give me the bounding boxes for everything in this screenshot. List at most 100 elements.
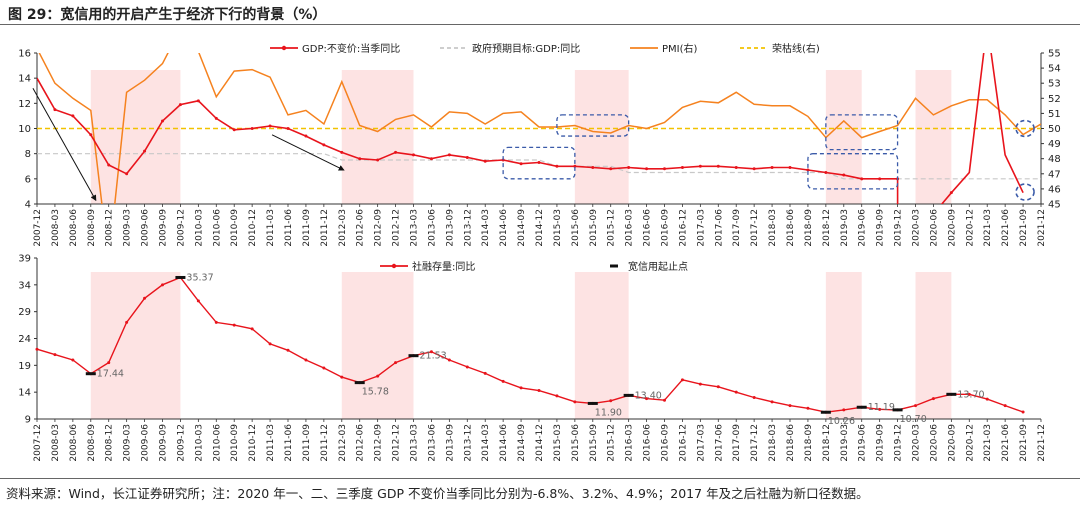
gdp-point xyxy=(663,167,666,171)
gdp-point xyxy=(555,164,559,168)
series-gdp xyxy=(940,53,1024,204)
chart1-x-tick-label: 2012-06 xyxy=(356,209,366,247)
chart2-left-tick-label: 39 xyxy=(18,254,31,265)
sf-point xyxy=(931,397,935,401)
chart1-x-tick-label: 2016-12 xyxy=(678,209,688,247)
chart1-shaded-period xyxy=(341,70,414,204)
chart2-x-tick-label: 2021-12 xyxy=(1037,424,1047,462)
chart1-x-tick-label: 2016-09 xyxy=(661,209,671,247)
sf-point xyxy=(107,361,111,365)
chart2-shaded-period xyxy=(825,272,862,419)
circle-2021-gdp xyxy=(1015,183,1035,201)
sf-point xyxy=(716,385,720,389)
chart2-x-tick-label: 2017-09 xyxy=(732,424,742,462)
gdp-point xyxy=(447,153,451,157)
chart2-x-tick-label: 2011-09 xyxy=(302,424,312,462)
chart2-left-tick-label: 19 xyxy=(18,361,31,372)
sf-point xyxy=(304,358,308,362)
chart1-left-tick-label: 8 xyxy=(25,149,31,160)
gdp-point xyxy=(465,155,469,159)
chart2-shaded-period xyxy=(341,272,414,419)
sf-point xyxy=(878,407,882,411)
chart1-x-tick-label: 2011-09 xyxy=(302,209,312,247)
chart1-x-tick-label: 2011-12 xyxy=(320,209,330,247)
sf-point xyxy=(394,361,398,365)
gdp-point xyxy=(609,167,613,171)
turning-point-label: 11.19 xyxy=(868,402,895,413)
gdp-point xyxy=(842,173,846,177)
chart1-x-tick-label: 2013-03 xyxy=(410,209,420,247)
chart1-left-tick-label: 10 xyxy=(18,124,31,135)
chart1-right-tick-label: 45 xyxy=(1048,200,1061,211)
sf-point xyxy=(967,392,971,396)
gdp-point xyxy=(322,143,326,147)
chart1-x-tick-label: 2014-03 xyxy=(481,209,491,247)
chart2-x-tick-label: 2018-03 xyxy=(768,424,778,462)
chart1-right-tick-label: 52 xyxy=(1048,94,1061,105)
chart2-x-tick-label: 2013-03 xyxy=(410,424,420,462)
chart1-x-tick-label: 2008-12 xyxy=(105,209,115,247)
chart2-x-tick-label: 2015-03 xyxy=(553,424,563,462)
sf-point xyxy=(842,408,846,412)
chart2-x-tick-label: 2019-09 xyxy=(876,424,886,462)
chart2-x-tick-label: 2011-06 xyxy=(284,424,294,462)
chart2-x-tick-label: 2009-09 xyxy=(159,424,169,462)
chart1-x-tick-label: 2008-06 xyxy=(69,209,79,247)
chart2-x-tick-label: 2015-06 xyxy=(571,424,581,462)
chart1-x-tick-label: 2016-03 xyxy=(625,209,635,247)
sf-point xyxy=(286,348,290,352)
chart-gdp-pmi: 4681012141645464748495051525354552007-12… xyxy=(18,42,1061,247)
dashed-box-2014 xyxy=(502,146,576,180)
gdp-point xyxy=(178,103,182,107)
chart1-x-tick-label: 2010-12 xyxy=(248,209,258,247)
legend-label: 荣枯线(右) xyxy=(772,42,820,55)
sf-point xyxy=(663,398,666,402)
chart1-right-tick-label: 48 xyxy=(1048,154,1061,165)
dashed-box-2015 xyxy=(556,114,630,137)
chart1-right-tick-label: 53 xyxy=(1048,79,1061,90)
turning-point-label: 10.70 xyxy=(900,414,927,425)
turning-point-label: 35.37 xyxy=(186,272,213,283)
chart2-x-tick-label: 2016-03 xyxy=(625,424,635,462)
sf-point xyxy=(250,327,254,331)
sf-point xyxy=(35,347,39,351)
chart1-x-tick-label: 2021-06 xyxy=(1001,209,1011,247)
chart2-x-tick-label: 2012-06 xyxy=(356,424,366,462)
sf-point xyxy=(1003,404,1007,408)
sf-point xyxy=(573,400,577,404)
sf-point xyxy=(322,366,326,370)
chart1-right-tick-label: 46 xyxy=(1048,184,1061,195)
chart2-x-tick-label: 2020-09 xyxy=(947,424,957,462)
legend-label: 宽信用起止点 xyxy=(628,260,688,273)
chart2-x-tick-label: 2013-06 xyxy=(427,424,437,462)
sf-point xyxy=(71,358,75,362)
chart2-x-tick-label: 2021-06 xyxy=(1001,424,1011,462)
circle-2021-pmi xyxy=(1015,119,1035,138)
gdp-point xyxy=(161,119,164,123)
gdp-point xyxy=(358,157,362,161)
chart2-x-tick-label: 2010-12 xyxy=(248,424,258,462)
chart1-left-tick-label: 4 xyxy=(25,200,31,211)
chart1-x-tick-label: 2011-06 xyxy=(284,209,294,247)
chart2-x-tick-label: 2016-12 xyxy=(678,424,688,462)
chart1-x-tick-label: 2021-03 xyxy=(983,209,993,247)
turning-point-label: 21.53 xyxy=(420,351,447,362)
gdp-point xyxy=(680,166,684,170)
chart2-x-tick-label: 2008-09 xyxy=(87,424,97,462)
legend-label: PMI(右) xyxy=(662,42,698,55)
gdp-point xyxy=(770,166,774,170)
chart2-left-tick-label: 9 xyxy=(25,415,31,426)
chart2-x-tick-label: 2013-12 xyxy=(463,424,473,462)
chart1-x-tick-label: 2013-09 xyxy=(445,209,455,247)
gdp-point xyxy=(71,114,75,118)
chart2-x-tick-label: 2019-06 xyxy=(858,424,868,462)
sf-point xyxy=(752,396,756,400)
chart2-x-tick-label: 2010-09 xyxy=(230,424,240,462)
sf-point xyxy=(268,342,272,346)
chart2-shaded-period xyxy=(90,272,181,419)
chart2-left-tick-label: 24 xyxy=(18,334,31,345)
gdp-point xyxy=(394,150,398,154)
chart2-x-tick-label: 2018-12 xyxy=(822,424,832,462)
chart1-x-tick-label: 2014-06 xyxy=(499,209,509,247)
chart1-x-tick-label: 2021-09 xyxy=(1019,209,1029,247)
